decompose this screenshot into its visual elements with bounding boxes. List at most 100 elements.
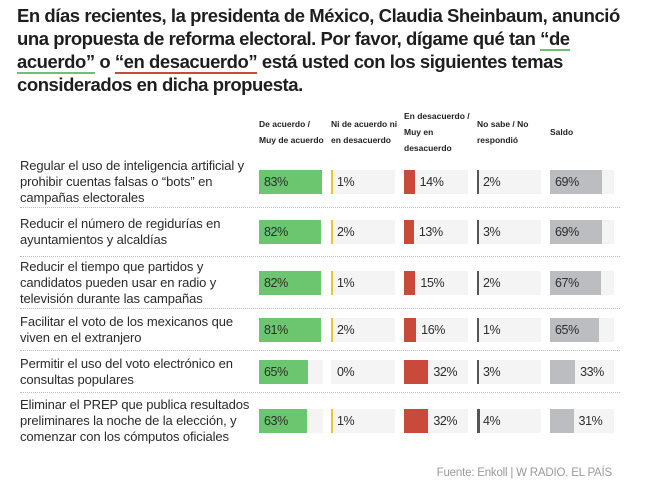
cell-balance: 65%	[550, 317, 614, 342]
bar-balance	[550, 317, 600, 342]
value-label: 15%	[420, 275, 445, 290]
table-body: Regular el uso de inteligencia artificia…	[20, 156, 620, 449]
row-label: Permitir el uso del voto electrónico en …	[20, 355, 233, 387]
bar-agree	[259, 169, 323, 194]
table-row: Reducir el tiempo que partidos y candida…	[20, 257, 620, 309]
bar-balance	[550, 359, 576, 384]
title-connector: o	[94, 51, 115, 72]
bar-disagree	[404, 409, 429, 433]
value-label: 32%	[433, 364, 458, 379]
value-label: 69%	[555, 225, 579, 239]
table-row: Regular el uso de inteligencia artificia…	[20, 156, 620, 208]
value-label: 2%	[483, 275, 501, 290]
value-label: 81%	[264, 322, 288, 337]
column-header-balance: Saldo	[550, 127, 574, 137]
bar-neutral	[331, 169, 333, 194]
table-row: Reducir el número de regidurías en ayunt…	[20, 208, 620, 257]
cell-neutral: 1%	[331, 409, 395, 433]
bar-dont-know	[477, 317, 479, 342]
cell-neutral: 1%	[331, 270, 395, 295]
value-label: 33%	[580, 364, 604, 379]
value-label: 2%	[337, 322, 355, 337]
value-label: 65%	[264, 364, 288, 379]
bar-dont-know	[477, 409, 481, 433]
bar-agree	[259, 359, 309, 384]
bar-neutral	[331, 317, 333, 342]
cell-neutral: 1%	[331, 169, 395, 194]
cell-agree: 82%	[259, 220, 323, 244]
bar-balance	[550, 270, 601, 295]
bar-disagree	[404, 359, 429, 384]
agree-term: “de acuerdo”	[17, 28, 570, 74]
bar-balance	[550, 409, 574, 433]
bar-agree	[259, 317, 321, 342]
cell-balance: 31%	[550, 409, 614, 433]
cell-dont-know: 3%	[477, 359, 541, 384]
cell-agree: 82%	[259, 270, 323, 295]
value-label: 1%	[337, 275, 355, 290]
value-label: 1%	[337, 174, 355, 189]
bar-balance	[550, 169, 603, 194]
value-label: 14%	[419, 174, 444, 189]
cell-balance: 67%	[550, 270, 614, 295]
cell-agree: 83%	[259, 169, 323, 194]
bar-disagree	[404, 169, 415, 194]
value-label: 32%	[433, 414, 458, 428]
cell-dont-know: 4%	[477, 409, 541, 433]
cell-balance: 69%	[550, 220, 614, 244]
bar-dont-know	[477, 270, 479, 295]
value-label: 82%	[264, 275, 288, 290]
cell-disagree: 16%	[404, 317, 468, 342]
source-footer: Fuente: Enkoll | W RADIO. EL PAÍS	[436, 467, 613, 479]
cell-dont-know: 2%	[477, 169, 541, 194]
value-label: 67%	[555, 275, 579, 290]
column-header-agree: De acuerdo / Muy de acuerdo	[259, 119, 324, 145]
value-label: 1%	[483, 322, 501, 337]
value-label: 2%	[337, 225, 355, 239]
bar-neutral	[331, 270, 333, 295]
bar-balance	[550, 220, 603, 244]
value-label: 3%	[483, 225, 501, 239]
value-label: 31%	[578, 414, 603, 428]
row-label: Facilitar el voto de los mexicanos que v…	[20, 313, 233, 345]
value-label: 69%	[555, 174, 579, 189]
title-text: En días recientes, la presidenta de Méxi…	[17, 5, 620, 49]
cell-dont-know: 2%	[477, 270, 541, 295]
table-header: De acuerdo / Muy de acuerdo Ni de acuerdo…	[20, 108, 620, 156]
row-label: Reducir el tiempo que partidos y candida…	[20, 258, 217, 306]
cell-neutral: 0%	[331, 359, 395, 384]
cell-disagree: 13%	[404, 220, 468, 244]
value-label: 4%	[483, 414, 501, 428]
cell-agree: 63%	[259, 409, 323, 433]
bar-disagree	[404, 270, 416, 295]
table-row: Facilitar el voto de los mexicanos que v…	[20, 309, 620, 351]
value-label: 13%	[418, 225, 443, 239]
disagree-term: “en desacuerdo”	[114, 51, 258, 74]
cell-disagree: 32%	[404, 359, 468, 384]
value-label: 65%	[555, 322, 579, 337]
cell-neutral: 2%	[331, 317, 395, 342]
cell-agree: 65%	[259, 359, 323, 384]
column-header-neutral: Ni de acuerdo ni en desacuerdo	[331, 119, 398, 145]
bar-neutral	[331, 220, 333, 244]
bar-disagree	[404, 220, 414, 244]
bar-disagree	[404, 317, 417, 342]
row-label: Eliminar el PREP que publica resultados …	[20, 397, 250, 444]
cell-dont-know: 1%	[477, 317, 541, 342]
value-label: 1%	[337, 414, 355, 428]
column-header-disagree: En desacuerdo / Muy en desacuerdo	[404, 111, 470, 153]
cell-dont-know: 3%	[477, 220, 541, 244]
row-label: Regular el uso de inteligencia artificia…	[20, 157, 245, 205]
cell-balance: 69%	[550, 169, 614, 194]
bar-dont-know	[477, 220, 480, 244]
table-row: Permitir el uso del voto electrónico en …	[20, 351, 620, 393]
value-label: 83%	[264, 174, 288, 189]
bar-agree	[259, 220, 322, 244]
bar-neutral	[331, 409, 333, 433]
cell-disagree: 32%	[404, 409, 468, 433]
chart-title: En días recientes, la presidenta de Méxi…	[17, 4, 647, 96]
cell-balance: 33%	[550, 359, 614, 384]
table-row: Eliminar el PREP que publica resultados …	[20, 393, 620, 449]
title-text-end: está usted con los siguientes temas cons…	[17, 51, 563, 95]
bar-dont-know	[477, 169, 479, 194]
